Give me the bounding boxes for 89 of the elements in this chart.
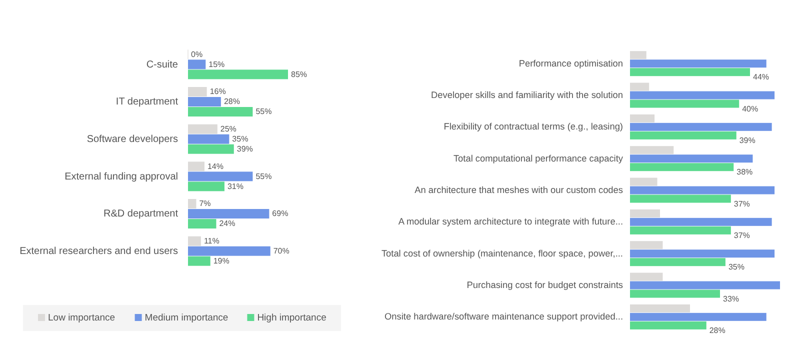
data-label: 70%	[273, 246, 290, 256]
data-label: 38%	[736, 168, 753, 177]
bar	[188, 256, 210, 266]
bar	[188, 199, 196, 208]
data-label: 35%	[232, 134, 248, 144]
legend-label: High importance	[257, 312, 326, 324]
data-label: 7%	[199, 199, 211, 208]
bar	[630, 51, 646, 60]
bar	[188, 87, 207, 96]
bar	[630, 209, 660, 218]
bar	[188, 134, 230, 144]
bar	[188, 182, 224, 192]
data-label: 55%	[256, 107, 272, 116]
bar	[188, 209, 270, 218]
bar	[630, 226, 731, 234]
data-label: 24%	[219, 219, 236, 228]
y-tick-label: Flexibility of contractual terms (e.g., leasing)	[444, 122, 623, 132]
data-label: 35%	[728, 262, 744, 272]
data-label: 40%	[742, 104, 758, 114]
y-tick-label: R&D department	[104, 208, 178, 220]
data-label: 55%	[256, 172, 272, 181]
y-tick-label: Total computational performance capacity	[453, 153, 624, 164]
bar	[630, 218, 772, 226]
bar	[188, 236, 201, 246]
bar	[630, 154, 753, 163]
y-tick-label: Performance optimisation	[518, 58, 623, 68]
data-label: 37%	[734, 199, 750, 208]
data-label: 15%	[208, 60, 225, 69]
bar	[188, 246, 270, 256]
data-label: 19%	[213, 256, 230, 266]
bar	[630, 186, 775, 194]
data-label: 28%	[224, 97, 240, 106]
data-label: 14%	[207, 162, 224, 171]
data-label: 25%	[220, 124, 236, 134]
bar	[630, 122, 772, 131]
bar	[630, 304, 690, 312]
bar	[630, 146, 674, 154]
bar	[188, 162, 204, 172]
y-tick-label: An architecture that meshes with our custom codes	[414, 184, 624, 195]
y-tick-label: Total cost of ownership (maintenance, floor space, power,...	[381, 248, 623, 258]
bar	[630, 281, 780, 290]
y-tick-label: External researchers and end users	[20, 246, 178, 257]
bar	[188, 219, 216, 228]
data-label: 33%	[723, 294, 740, 304]
bar	[188, 172, 253, 182]
bar	[188, 97, 221, 106]
y-tick-label: IT department	[116, 96, 178, 108]
data-label: 39%	[739, 136, 756, 146]
data-label: 44%	[753, 72, 770, 82]
bar	[630, 82, 650, 91]
bar	[630, 178, 658, 186]
data-label: 39%	[236, 144, 253, 154]
bar	[630, 272, 663, 281]
data-label: 31%	[227, 182, 244, 191]
bar	[630, 163, 734, 172]
legend-label: Low importance	[48, 312, 116, 324]
bar	[188, 144, 234, 154]
bar	[630, 250, 775, 258]
data-label: 85%	[291, 70, 308, 79]
y-tick-label: Developer skills and familiarity with the solution	[431, 90, 623, 100]
y-tick-label: External funding approval	[64, 171, 178, 182]
bar	[630, 131, 736, 140]
bar	[630, 68, 750, 76]
bar	[188, 124, 218, 134]
bar	[630, 114, 655, 122]
y-tick-label: A modular system architecture to integrate with future...	[398, 216, 623, 227]
bar	[630, 100, 740, 108]
y-tick-label: Onsite hardware/software maintenance support provided...	[384, 312, 623, 322]
data-label: 37%	[734, 231, 750, 240]
bar	[630, 312, 766, 321]
data-label: 0%	[191, 50, 203, 59]
data-label: 69%	[272, 209, 288, 218]
bar	[188, 70, 288, 80]
bar	[188, 107, 253, 116]
bar	[630, 91, 775, 100]
bar	[630, 241, 663, 250]
bar	[630, 60, 766, 68]
y-tick-label: Purchasing cost for budget constraints	[466, 280, 624, 290]
data-label: 28%	[709, 326, 726, 336]
data-label: 11%	[204, 236, 220, 246]
bar	[630, 321, 706, 330]
bar	[630, 290, 720, 298]
data-label: 16%	[210, 87, 226, 96]
bar	[188, 60, 206, 70]
legend-label: Medium importance	[144, 312, 228, 324]
bar	[630, 258, 726, 266]
y-tick-label: C-suite	[146, 59, 178, 70]
y-tick-label: Software developers	[86, 134, 178, 145]
bar	[630, 194, 731, 203]
